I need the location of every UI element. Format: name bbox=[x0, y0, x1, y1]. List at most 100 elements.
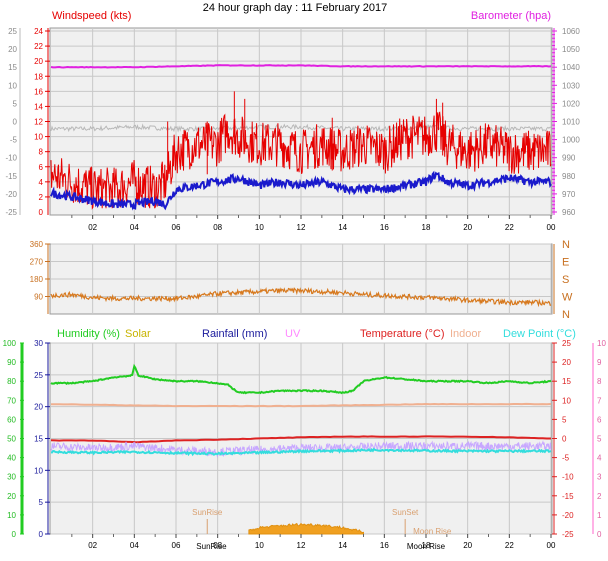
direction-tick-label: 180 bbox=[30, 275, 44, 284]
baro-tick-label: 1040 bbox=[562, 63, 580, 72]
x-tick-label: 14 bbox=[338, 223, 347, 232]
temp-tick-label: -15 bbox=[562, 492, 574, 501]
uv-tick-label: 8 bbox=[597, 377, 602, 386]
direction-series bbox=[50, 286, 552, 308]
windspeed-tick-label: 24 bbox=[34, 27, 43, 36]
baro-tick-label: 970 bbox=[562, 190, 576, 199]
x-tick-label: 06 bbox=[172, 223, 181, 232]
moonrise-marker-label: Moon Rise bbox=[413, 527, 452, 536]
x-tick-label: 06 bbox=[172, 541, 181, 550]
humidity-tick-label: 100 bbox=[3, 339, 17, 348]
x-tick-label: 20 bbox=[463, 541, 472, 550]
rain-tick-label: 30 bbox=[34, 339, 43, 348]
x-tick-label: 00 bbox=[547, 223, 556, 232]
temp-tick-label: -10 bbox=[562, 473, 574, 482]
humidity-tick-label: 10 bbox=[7, 511, 16, 520]
baro-tick-label: 1060 bbox=[562, 27, 580, 36]
barometer-line bbox=[50, 64, 552, 69]
windspeed-tick-label: 0 bbox=[39, 208, 44, 217]
x-tick-label: 16 bbox=[380, 223, 389, 232]
x-tick-label: 02 bbox=[88, 541, 97, 550]
outer-tick-label: 25 bbox=[8, 27, 17, 36]
windspeed-tick-label: 2 bbox=[39, 193, 44, 202]
x-tick-label: 16 bbox=[380, 541, 389, 550]
humidity-tick-label: 90 bbox=[7, 358, 16, 367]
humidity-tick-label: 40 bbox=[7, 454, 16, 463]
windspeed-tick-label: 4 bbox=[39, 178, 44, 187]
humidity-tick-label: 70 bbox=[7, 396, 16, 405]
x-tick-label: 00 bbox=[547, 541, 556, 550]
humidity-tick-label: 50 bbox=[7, 435, 16, 444]
temp-legend: Humidity (%) Solar Rainfall (mm) UV Temperat… bbox=[57, 328, 576, 340]
legend-entry: UV bbox=[285, 328, 301, 340]
temp-tick-label: 0 bbox=[562, 435, 567, 444]
baro-tick-label: 1050 bbox=[562, 45, 580, 54]
outer-tick-label: 10 bbox=[8, 81, 17, 90]
windspeed-tick-label: 18 bbox=[34, 72, 43, 81]
baro-tick-label: 980 bbox=[562, 172, 576, 181]
x-tick-label: 18 bbox=[422, 541, 431, 550]
x-tick-label: 08 bbox=[213, 541, 222, 550]
grey-series-line bbox=[50, 123, 551, 133]
windspeed-tick-label: 16 bbox=[34, 87, 43, 96]
temp-tick-label: -5 bbox=[562, 454, 570, 463]
outer-tick-label: -25 bbox=[5, 208, 17, 217]
windspeed-tick-label: 8 bbox=[39, 148, 44, 157]
x-tick-label: 10 bbox=[255, 541, 264, 550]
sunset-marker-label: SunSet bbox=[392, 508, 419, 517]
outer-tick-label: -15 bbox=[5, 172, 17, 181]
temp-tick-label: -20 bbox=[562, 511, 574, 520]
temperature-line bbox=[50, 435, 551, 444]
rain-tick-label: 5 bbox=[39, 498, 44, 507]
legend-entry: Temperature (°C) bbox=[360, 328, 444, 340]
wind-grid bbox=[51, 28, 552, 215]
legend-entry: Humidity (%) bbox=[57, 328, 120, 340]
rain-tick-label: 0 bbox=[39, 530, 44, 539]
windspeed-tick-label: 20 bbox=[34, 57, 43, 66]
dewpoint-line bbox=[50, 447, 552, 457]
uv-tick-label: 10 bbox=[597, 339, 606, 348]
uv-line bbox=[50, 440, 552, 459]
uv-tick-label: 1 bbox=[597, 511, 602, 520]
wind-axes: 246810121416182022240-25-20-15-10-505101… bbox=[5, 27, 580, 232]
legend-entry: Solar bbox=[125, 328, 151, 340]
uv-tick-label: 3 bbox=[597, 473, 602, 482]
uv-tick-label: 2 bbox=[597, 492, 602, 501]
uv-tick-label: 4 bbox=[597, 454, 602, 463]
compass-tick-label: N bbox=[562, 309, 570, 321]
uv-tick-label: 6 bbox=[597, 415, 602, 424]
baro-tick-label: 990 bbox=[562, 154, 576, 163]
rain-tick-label: 15 bbox=[34, 435, 43, 444]
baro-tick-label: 1000 bbox=[562, 136, 580, 145]
outer-tick-label: 15 bbox=[8, 63, 17, 72]
wind-blue-line bbox=[50, 170, 552, 211]
x-tick-label: 18 bbox=[422, 223, 431, 232]
wind-direction-line bbox=[50, 286, 552, 308]
temp-axes: 0102030405060708090100051015202530-25-20… bbox=[3, 339, 607, 551]
compass-tick-label: S bbox=[562, 274, 569, 286]
compass-tick-label: E bbox=[562, 257, 569, 269]
uv-tick-label: 0 bbox=[597, 530, 602, 539]
x-tick-label: 22 bbox=[505, 541, 514, 550]
direction-tick-label: 90 bbox=[34, 293, 43, 302]
indoor-line bbox=[51, 402, 552, 408]
x-tick-label: 02 bbox=[88, 223, 97, 232]
temp-tick-label: 15 bbox=[562, 377, 571, 386]
x-tick-label: 08 bbox=[213, 223, 222, 232]
temp-tick-label: 25 bbox=[562, 339, 571, 348]
solar-area bbox=[248, 522, 364, 535]
x-tick-label: 10 bbox=[255, 223, 264, 232]
humidity-tick-label: 30 bbox=[7, 473, 16, 482]
windspeed-axis-label: Windspeed (kts) bbox=[52, 10, 131, 22]
x-tick-label: 04 bbox=[130, 223, 139, 232]
outer-tick-label: 5 bbox=[13, 99, 18, 108]
baro-tick-label: 1030 bbox=[562, 81, 580, 90]
sunrise-marker-label: SunRise bbox=[192, 508, 223, 517]
uv-tick-label: 9 bbox=[597, 358, 602, 367]
humidity-tick-label: 20 bbox=[7, 492, 16, 501]
rain-tick-label: 25 bbox=[34, 371, 43, 380]
outer-tick-label: 0 bbox=[13, 118, 18, 127]
